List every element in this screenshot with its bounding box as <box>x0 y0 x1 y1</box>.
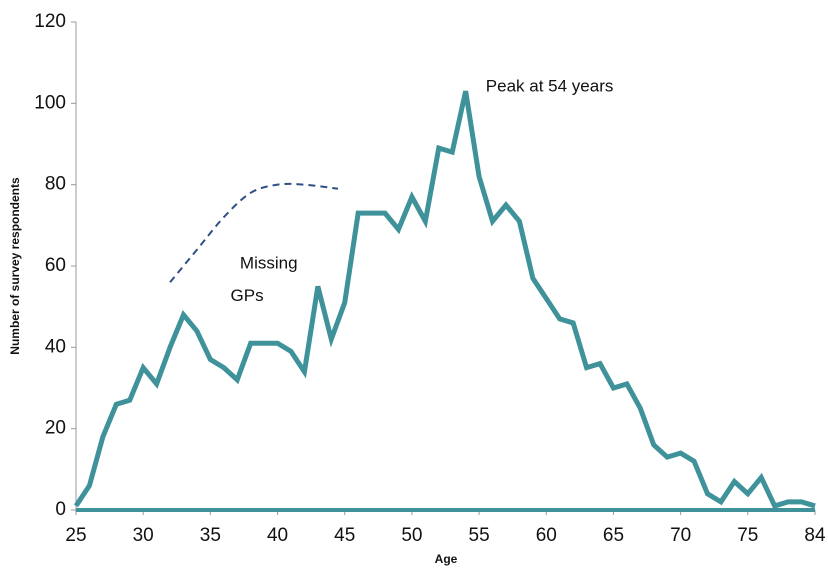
y-tick-label: 20 <box>45 418 66 439</box>
y-axis-label: Number of survey respondents <box>8 177 22 355</box>
data-line <box>73 90 816 509</box>
annotation: Peak at 54 years <box>486 77 614 96</box>
x-tick-label: 75 <box>737 525 758 546</box>
x-tick-label: 50 <box>401 525 422 546</box>
y-tick-label: 60 <box>45 255 66 276</box>
x-tick-label: 84 <box>804 525 826 546</box>
y-tick-label: 80 <box>45 174 66 195</box>
x-tick-label: 30 <box>133 525 154 546</box>
x-tick-label: 35 <box>200 525 221 546</box>
y-tick-label: 100 <box>34 92 66 113</box>
x-tick-label: 45 <box>334 525 355 546</box>
x-tick-label: 55 <box>469 525 490 546</box>
y-tick-label: 120 <box>34 11 66 32</box>
annotation: Missing <box>240 253 298 272</box>
y-tick-label: 0 <box>55 499 66 520</box>
x-tick-label: 25 <box>65 525 86 546</box>
dashed-curve <box>169 182 339 283</box>
annotation: GPs <box>231 286 264 305</box>
x-tick-label: 40 <box>267 525 288 546</box>
x-tick-label: 60 <box>536 525 557 546</box>
x-tick-label: 70 <box>670 525 691 546</box>
x-tick-label: 65 <box>603 525 624 546</box>
y-tick-label: 40 <box>45 336 66 357</box>
x-axis-label: Age <box>435 552 458 566</box>
